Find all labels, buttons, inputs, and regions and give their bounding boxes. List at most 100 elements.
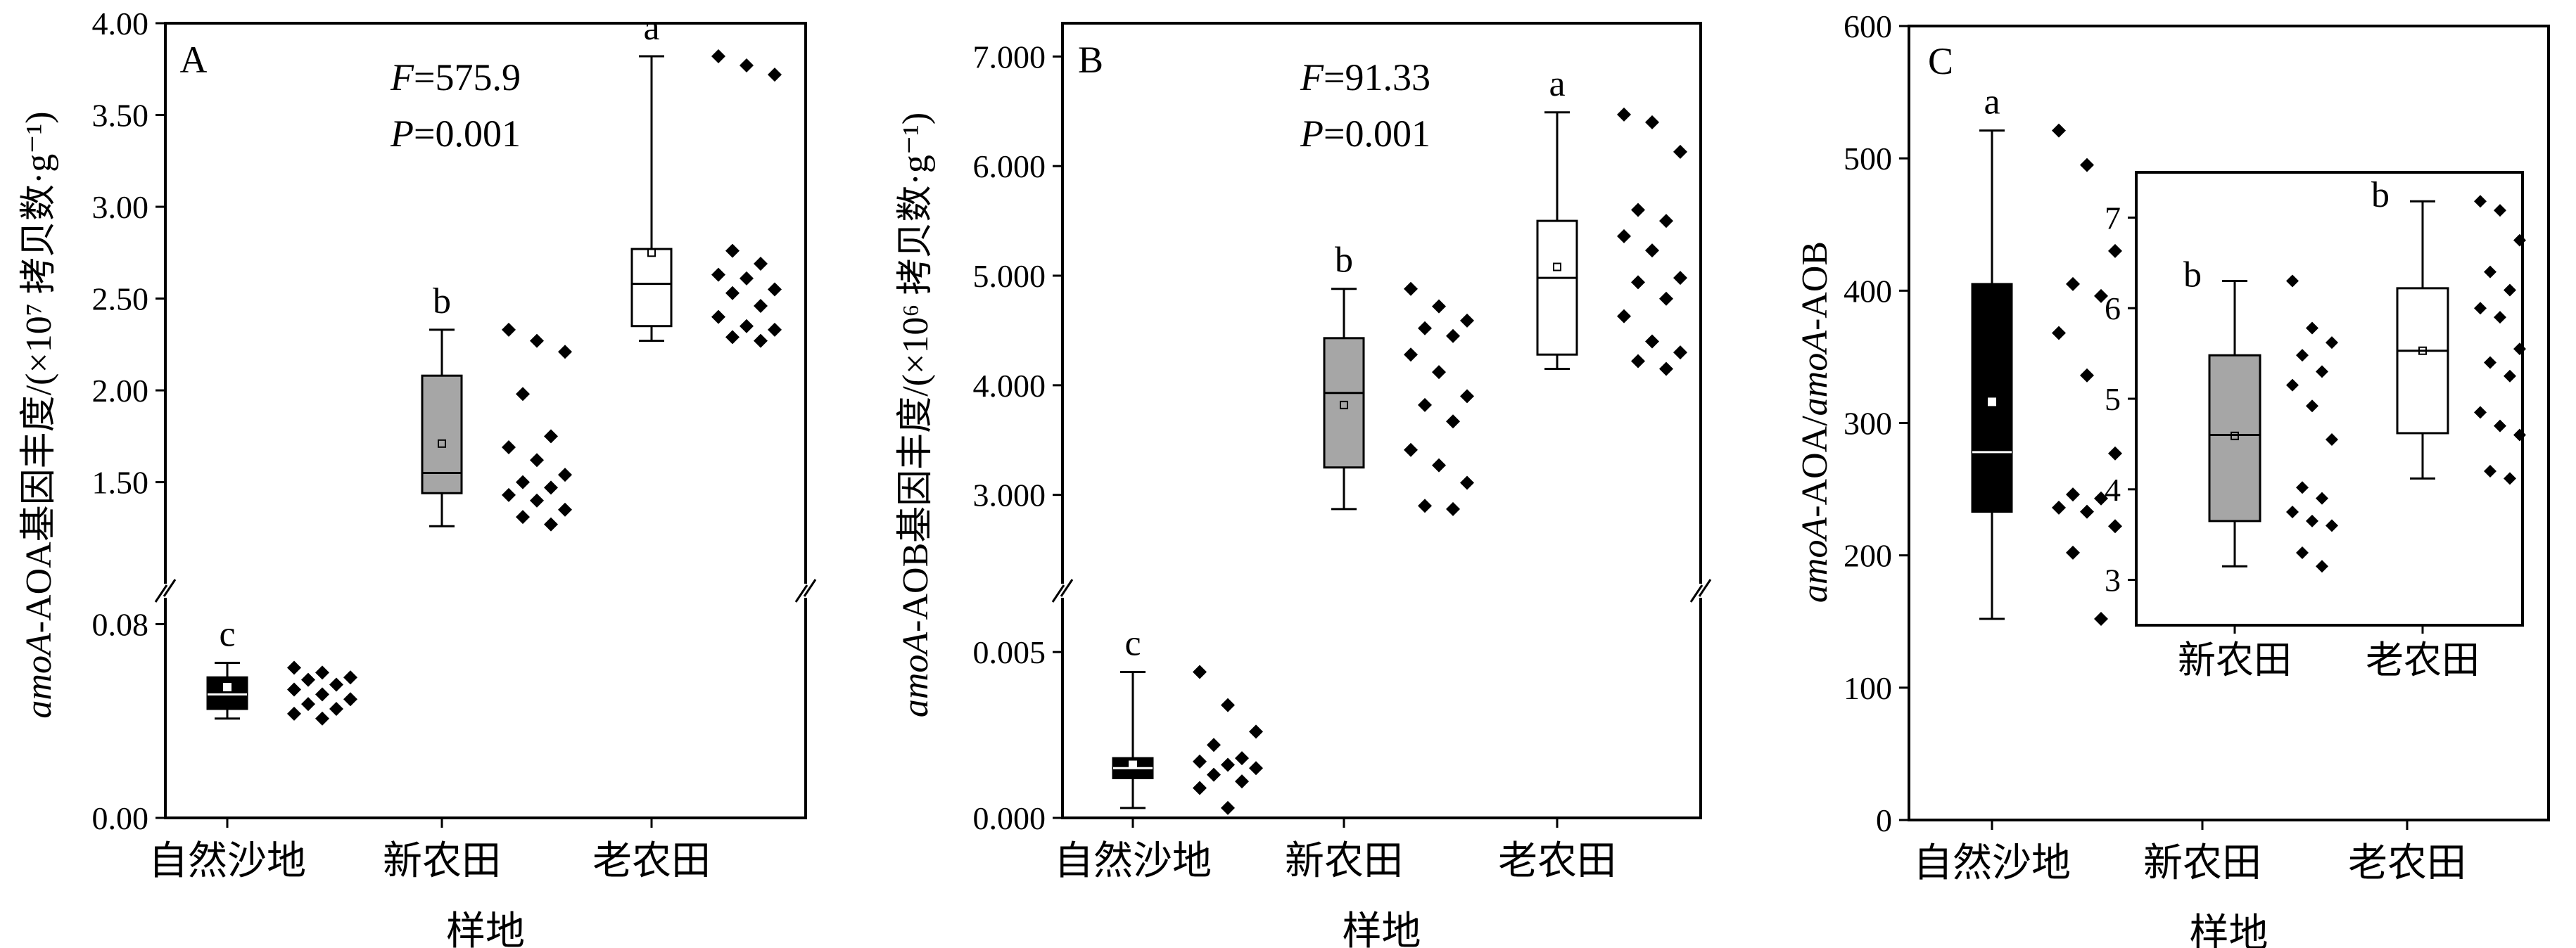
y-tick-label: 400 xyxy=(1844,273,1892,309)
data-point xyxy=(1249,761,1263,776)
points-2 xyxy=(502,322,572,532)
data-point xyxy=(1221,757,1235,772)
y-tick-label: 3.50 xyxy=(92,98,149,134)
data-point xyxy=(544,517,558,532)
data-point xyxy=(1446,501,1460,516)
inset-points-2 xyxy=(2474,195,2526,485)
box-2 xyxy=(1323,288,1365,511)
data-point xyxy=(2066,487,2080,502)
data-point xyxy=(740,319,754,333)
x-axis: 自然沙地 新农田 老农田 xyxy=(148,818,711,883)
x-tick-label: 自然沙地 xyxy=(1913,842,2071,885)
x-axis-title: 样地 xyxy=(446,910,525,948)
inset-y-tick-label: 4 xyxy=(2105,472,2121,508)
data-point xyxy=(1460,313,1474,328)
data-point xyxy=(2316,492,2328,505)
data-point xyxy=(343,670,357,685)
data-point xyxy=(1446,414,1460,429)
axis-break-mark xyxy=(1689,584,1703,603)
significance-letter: a xyxy=(1984,82,2000,122)
x-tick-label: 新农田 xyxy=(2143,842,2261,885)
data-point xyxy=(1631,203,1645,217)
data-point xyxy=(544,429,558,444)
data-point xyxy=(2484,356,2496,369)
inset-y-tick-label: 7 xyxy=(2105,200,2121,236)
data-point xyxy=(1673,271,1687,286)
data-point xyxy=(2474,195,2487,208)
x-tick-label: 自然沙地 xyxy=(148,840,306,883)
significance-letter: b xyxy=(2183,255,2202,295)
data-point xyxy=(1432,458,1446,473)
y-tick-label: 4.000 xyxy=(973,368,1046,404)
data-point xyxy=(516,510,530,525)
data-point xyxy=(740,271,754,286)
y-axis-title: amoA-AOA/amoA-AOB xyxy=(1795,241,1835,603)
data-point xyxy=(2513,428,2526,442)
mean-marker xyxy=(223,683,231,691)
data-point xyxy=(711,267,725,282)
data-point xyxy=(2504,283,2516,297)
data-point xyxy=(301,672,315,687)
data-point xyxy=(2326,519,2338,532)
data-point xyxy=(2296,546,2309,559)
data-point xyxy=(2094,491,2108,506)
y-axis-title: amoA-AOB基因丰度/(×10⁶ 拷贝数·g⁻¹) xyxy=(896,113,936,717)
x-tick-label: 老农田 xyxy=(1498,840,1616,883)
inset-y-tick-label: 5 xyxy=(2105,381,2121,417)
mean-marker xyxy=(438,439,446,448)
data-point xyxy=(544,480,558,495)
data-point xyxy=(711,49,725,63)
panel-b: 0.000 0.005 3.000 4.000 5.000 6.000 7.000 自然沙地 新… xyxy=(896,22,1712,948)
box-1 xyxy=(1112,670,1154,809)
y-tick-label: 100 xyxy=(1844,670,1892,706)
box-3 xyxy=(1536,111,1578,370)
data-point xyxy=(2306,399,2318,413)
data-point xyxy=(725,286,740,300)
data-point xyxy=(768,282,782,297)
inset-box-2 xyxy=(2396,200,2449,480)
y-tick-label: 2.50 xyxy=(92,281,149,317)
y-tick-label: 5.000 xyxy=(973,258,1046,294)
data-point xyxy=(1659,361,1673,376)
data-point xyxy=(1617,107,1631,122)
axis-break-mark xyxy=(794,584,808,603)
data-point xyxy=(530,493,544,508)
data-point xyxy=(1207,767,1221,782)
data-point xyxy=(1659,214,1673,229)
y-axis: 0.000 0.005 3.000 4.000 5.000 6.000 7.000 xyxy=(973,39,1062,836)
x-tick-label: 老农田 xyxy=(592,840,711,883)
axis-break-mark xyxy=(163,579,177,597)
inset-frame xyxy=(2135,171,2524,627)
data-point xyxy=(1404,281,1418,296)
data-point xyxy=(329,702,343,716)
data-point xyxy=(558,468,572,482)
box-body xyxy=(2208,354,2261,523)
data-point xyxy=(1617,229,1631,243)
data-point xyxy=(329,677,343,692)
data-point xyxy=(1659,291,1673,306)
points-1 xyxy=(287,660,357,726)
y-tick-label: 200 xyxy=(1844,538,1892,574)
data-point xyxy=(1617,309,1631,324)
data-point xyxy=(2094,288,2108,303)
data-point xyxy=(287,682,301,697)
y-axis: 0 100 200 300 400 500 600 xyxy=(1844,8,1909,838)
points-1 xyxy=(2052,123,2122,626)
box-3 xyxy=(630,55,673,342)
data-point xyxy=(1673,144,1687,159)
data-point xyxy=(1193,781,1207,795)
data-point xyxy=(502,440,516,454)
data-point xyxy=(2513,342,2526,356)
data-point xyxy=(558,345,572,359)
box-body xyxy=(421,374,463,494)
significance-letter: c xyxy=(1124,623,1141,663)
data-point xyxy=(2504,472,2516,485)
data-point xyxy=(558,502,572,517)
data-point xyxy=(1207,738,1221,752)
inset-x-tick-label: 新农田 xyxy=(2178,639,2292,681)
x-axis-title: 样地 xyxy=(2190,912,2269,948)
mean-marker xyxy=(1553,262,1561,271)
data-point xyxy=(2286,378,2299,392)
y-tick-label: 2.00 xyxy=(92,373,149,409)
data-point xyxy=(725,330,740,345)
